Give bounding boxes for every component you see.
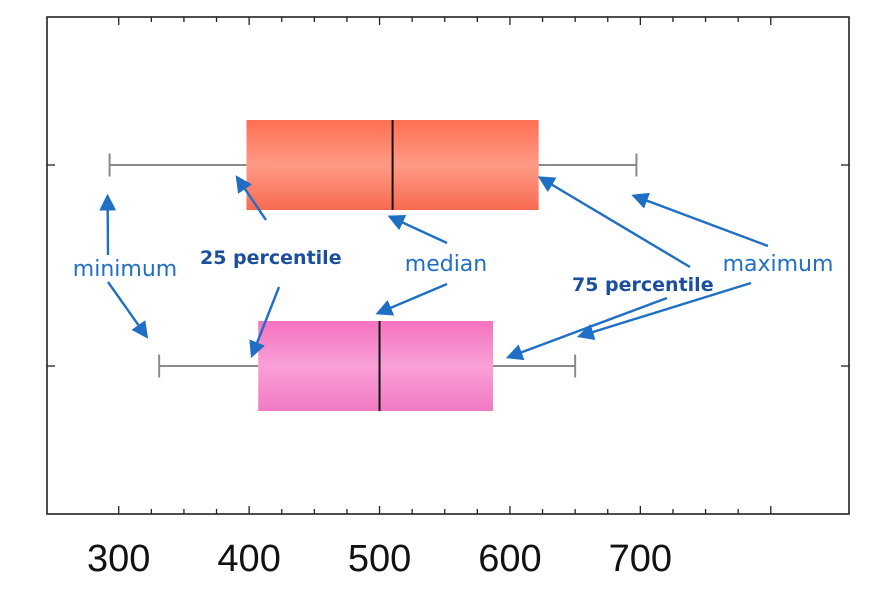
annotation-arrows bbox=[99, 175, 769, 361]
box-series-2 bbox=[158, 321, 577, 411]
q3-arrow-up bbox=[537, 176, 691, 269]
q3-annotation: 75 percentile bbox=[572, 274, 714, 296]
q3-arrow-down bbox=[505, 296, 668, 361]
maximum-arrow-down bbox=[576, 281, 752, 341]
x-tick-label: 600 bbox=[478, 538, 541, 580]
q1-arrow-down bbox=[249, 286, 281, 359]
median-arrow-up bbox=[387, 214, 448, 245]
plot-area-frame bbox=[46, 16, 850, 515]
box-series-1 bbox=[108, 120, 638, 210]
median-annotation: median bbox=[405, 252, 487, 277]
box-series-group bbox=[108, 120, 638, 411]
minimum-arrow-down bbox=[107, 281, 149, 339]
y-axis-ticks bbox=[47, 164, 849, 367]
iqr-box bbox=[258, 321, 493, 411]
q1-arrow-up bbox=[235, 175, 267, 221]
x-tick-label: 700 bbox=[609, 538, 672, 580]
minimum-annotation: minimum bbox=[73, 257, 177, 282]
x-tick-label: 500 bbox=[348, 538, 411, 580]
median-arrow-down bbox=[375, 282, 448, 316]
maximum-annotation: maximum bbox=[723, 252, 834, 277]
x-axis-ticks: 300 400 500 600 700 bbox=[87, 17, 772, 580]
maximum-arrow-up bbox=[631, 192, 769, 248]
x-tick-label: 300 bbox=[87, 538, 150, 580]
x-tick-label: 400 bbox=[217, 538, 280, 580]
q1-annotation: 25 percentile bbox=[200, 247, 342, 269]
